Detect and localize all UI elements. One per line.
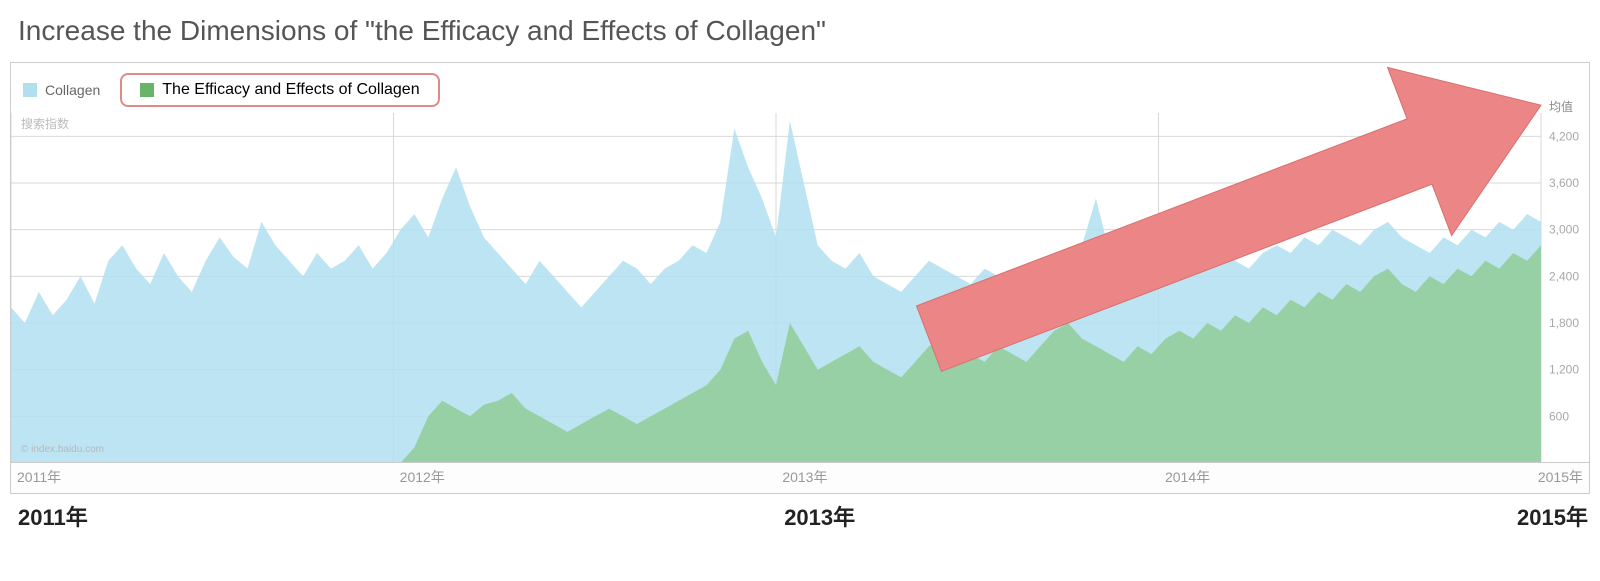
- legend-label-efficacy: The Efficacy and Effects of Collagen: [162, 81, 419, 99]
- x-tick: 2013年: [782, 467, 827, 487]
- svg-text:2,400: 2,400: [1549, 269, 1579, 283]
- legend-box-efficacy: The Efficacy and Effects of Collagen: [120, 73, 439, 107]
- legend: Collagen The Efficacy and Effects of Col…: [23, 73, 440, 107]
- x-tick: 2014年: [1165, 467, 1210, 487]
- svg-text:600: 600: [1549, 409, 1569, 423]
- big-x-labels: 2011年 2013年 2015年: [10, 500, 1590, 540]
- chart-plot: 600 1,200 1,800 2,400 3,000 3,600 4,200 均值: [11, 63, 1589, 493]
- legend-label-collagen: Collagen: [45, 82, 100, 98]
- svg-text:1,200: 1,200: [1549, 363, 1579, 377]
- legend-swatch-collagen: [23, 83, 37, 97]
- svg-text:4,200: 4,200: [1549, 129, 1579, 143]
- svg-text:1,800: 1,800: [1549, 316, 1579, 330]
- svg-text:均值: 均值: [1549, 99, 1573, 114]
- big-label-left: 2011年: [18, 500, 88, 532]
- svg-text:3,600: 3,600: [1549, 176, 1579, 190]
- x-tick: 2012年: [400, 467, 445, 487]
- page-title: Increase the Dimensions of "the Efficacy…: [18, 15, 1590, 47]
- legend-item-collagen: Collagen: [23, 82, 100, 98]
- big-label-right: 2015年: [1517, 500, 1588, 532]
- chart-container: Collagen The Efficacy and Effects of Col…: [10, 62, 1590, 494]
- credit-text: © index.baidu.com: [21, 444, 104, 455]
- x-tick: 2015年: [1538, 467, 1583, 487]
- x-axis-strip: 2011年 2012年 2013年 2014年 2015年: [11, 462, 1589, 493]
- svg-text:3,000: 3,000: [1549, 223, 1579, 237]
- legend-swatch-efficacy: [140, 83, 154, 97]
- x-tick: 2011年: [17, 467, 61, 487]
- big-label-center: 2013年: [784, 500, 855, 532]
